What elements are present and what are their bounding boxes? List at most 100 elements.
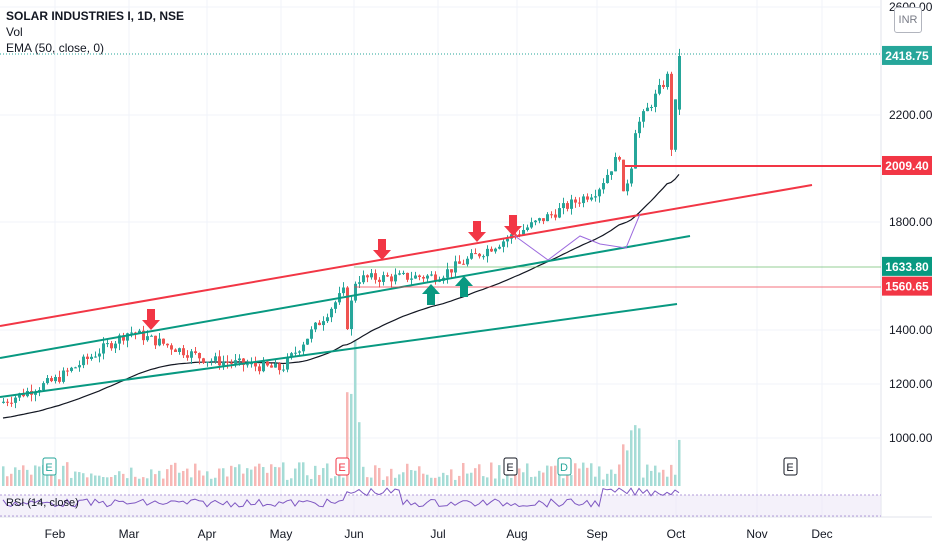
candle-body [150,335,153,337]
candle-body [418,275,421,278]
symbol-title[interactable]: SOLAR INDUSTRIES I, 1D, NSE [6,9,185,23]
volume-bar [474,468,477,486]
volume-bar [30,474,33,486]
volume-bar [150,469,153,486]
candle-body [178,348,181,352]
volume-bar [558,467,561,486]
candle-body [382,275,385,282]
candle-body [86,356,89,359]
candle-body [302,344,305,352]
volume-bar [658,472,661,486]
candle-body [470,253,473,259]
volume-bar [610,469,613,486]
candle-body [286,357,289,370]
volume-bar [14,467,17,486]
volume-bar [446,475,449,486]
pattern-lines [514,213,641,261]
candle-body [46,378,49,384]
event-marker-label: E [506,462,513,474]
candle-body [266,361,269,366]
x-tick-label: Feb [45,527,66,541]
volume-bar [374,465,377,486]
candle-body [262,361,265,372]
candle-body [518,234,521,236]
candle-body [74,367,77,369]
volume-bar [182,470,185,486]
volume-bar [510,477,513,486]
y-tick-label: 1000.00 [889,431,932,445]
event-marker-label: E [786,462,793,474]
candle-body [542,218,545,222]
volume-bar [522,472,525,486]
ema-indicator-label[interactable]: EMA (50, close, 0) [6,41,105,55]
volume-bar [178,472,181,486]
volume-bar [214,477,217,486]
channel-lower-trendline [0,303,678,398]
volume-bar [26,469,29,486]
candle-body [70,367,73,371]
volume-bar [322,468,325,486]
candle-body [314,322,317,330]
currency-badge[interactable]: INR [894,7,922,33]
volume-bar [470,472,473,486]
volume-bar [482,476,485,486]
volume-bar [298,462,301,486]
candle-body [290,353,293,358]
candle-body [186,355,189,358]
candle-body [614,157,617,172]
candle-body [374,273,377,280]
rsi-indicator-label[interactable]: RSI (14, close) [6,497,79,509]
volume-bar [398,474,401,486]
volume-bar [102,477,105,486]
volume-bar [114,475,117,486]
volume-bar [270,464,273,486]
candle-body [558,208,561,218]
candle-body [378,279,381,282]
volume-bar [230,465,233,486]
candle-body [322,321,325,326]
volume-bar [138,478,141,486]
volume-bar [130,467,133,486]
volume-bar [126,478,129,486]
candle-body [246,364,249,366]
volume-bar [18,469,21,486]
candle-body [270,365,273,368]
volume-bar [486,477,489,486]
x-tick-label: Jul [430,527,445,541]
candle-body [330,308,333,318]
volume-bar [338,465,341,486]
volume-bar [342,477,345,486]
volume-bar [430,477,433,486]
volume-bar [622,444,625,486]
candle-body [578,202,581,204]
ema-line [2,174,680,419]
candle-body [66,370,69,372]
event-marker [783,457,798,476]
volume-bar [110,476,113,486]
candle-body [34,392,37,395]
volume-bar [194,463,197,486]
candle-body [478,253,481,257]
volume-indicator-label[interactable]: Vol [6,25,23,39]
candle-body [474,253,477,255]
candle-body [654,93,657,107]
volume-bar [66,462,69,486]
candle-body [58,377,61,382]
candle-body [190,351,193,358]
candle-body [390,276,393,282]
volume-bar [246,468,249,486]
volume-bar [382,479,385,486]
volume-bar [518,468,521,486]
volume-bar [122,473,125,486]
candle-body [174,349,177,352]
candle-body [78,365,81,368]
volume-bar [190,477,193,486]
volume-bar [450,469,453,486]
volume-bar [506,472,509,486]
candle-body [278,363,281,371]
candle-body [194,351,197,353]
y-tick-label: 1200.00 [889,377,932,391]
candle-body [426,275,429,279]
